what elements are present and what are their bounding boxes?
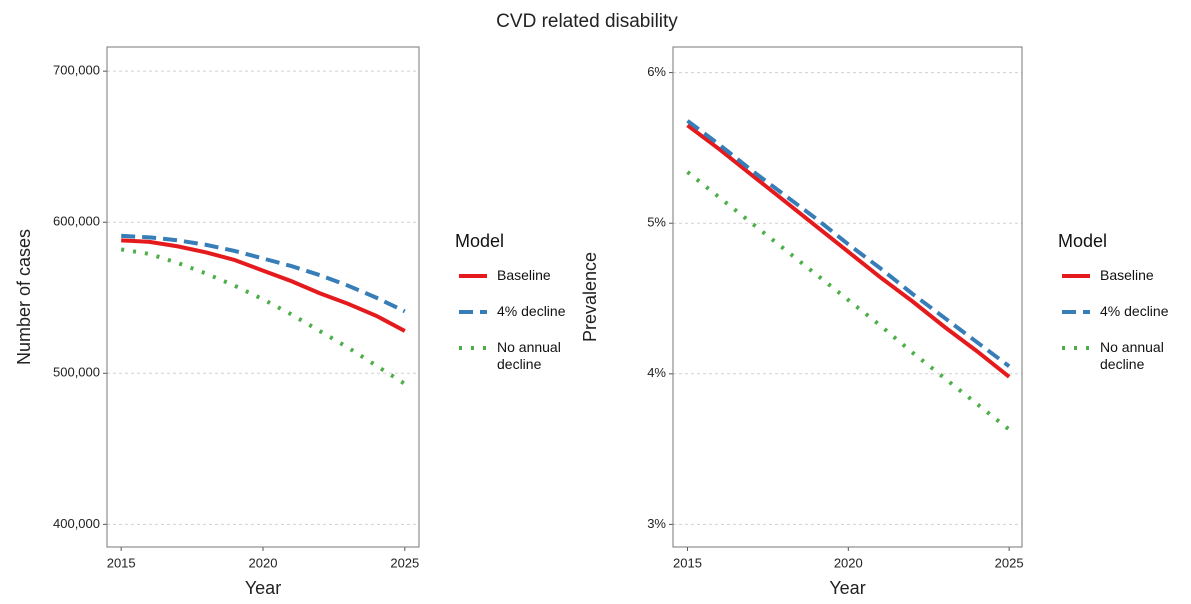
x-tick-label: 2025 — [995, 555, 1024, 570]
legend-label: 4% decline — [497, 303, 566, 319]
legend-title: Model — [455, 231, 505, 251]
y-axis-label: Number of cases — [14, 229, 34, 365]
series-line — [121, 238, 406, 333]
x-tick-label: 2020 — [249, 555, 278, 570]
legend-label: No annual decline — [1100, 339, 1164, 372]
y-tick-label: 700,000 — [53, 63, 100, 78]
x-tick-label: 2015 — [107, 555, 136, 570]
y-tick-label: 5% — [647, 215, 666, 230]
legend-title: Model — [1058, 231, 1108, 251]
x-axis-label: Year — [829, 578, 865, 598]
legend-label: Baseline — [497, 267, 551, 283]
y-tick-label: 400,000 — [53, 516, 100, 531]
legend-label: 4% decline — [1100, 303, 1169, 319]
plot-area — [673, 47, 1022, 547]
legend-label: No annual decline — [497, 339, 561, 372]
x-tick-label: 2015 — [673, 555, 702, 570]
plot-area — [107, 47, 419, 547]
x-axis-label: Year — [245, 578, 281, 598]
series-line — [686, 170, 1011, 432]
legend-label: Baseline — [1100, 267, 1154, 283]
y-tick-label: 600,000 — [53, 214, 100, 229]
y-tick-label: 4% — [647, 365, 666, 380]
chart-title: CVD related disability — [496, 11, 678, 32]
plot-border — [672, 46, 1023, 548]
series-line — [120, 247, 406, 386]
series-line — [686, 123, 1011, 379]
y-tick-label: 6% — [647, 64, 666, 79]
y-tick-label: 500,000 — [53, 365, 100, 380]
y-axis-label: Prevalence — [580, 252, 600, 342]
series-line — [121, 233, 406, 314]
series-line — [686, 119, 1011, 368]
y-tick-label: 3% — [647, 516, 666, 531]
x-tick-label: 2020 — [834, 555, 863, 570]
x-tick-label: 2025 — [390, 555, 419, 570]
plot-border — [106, 46, 420, 548]
